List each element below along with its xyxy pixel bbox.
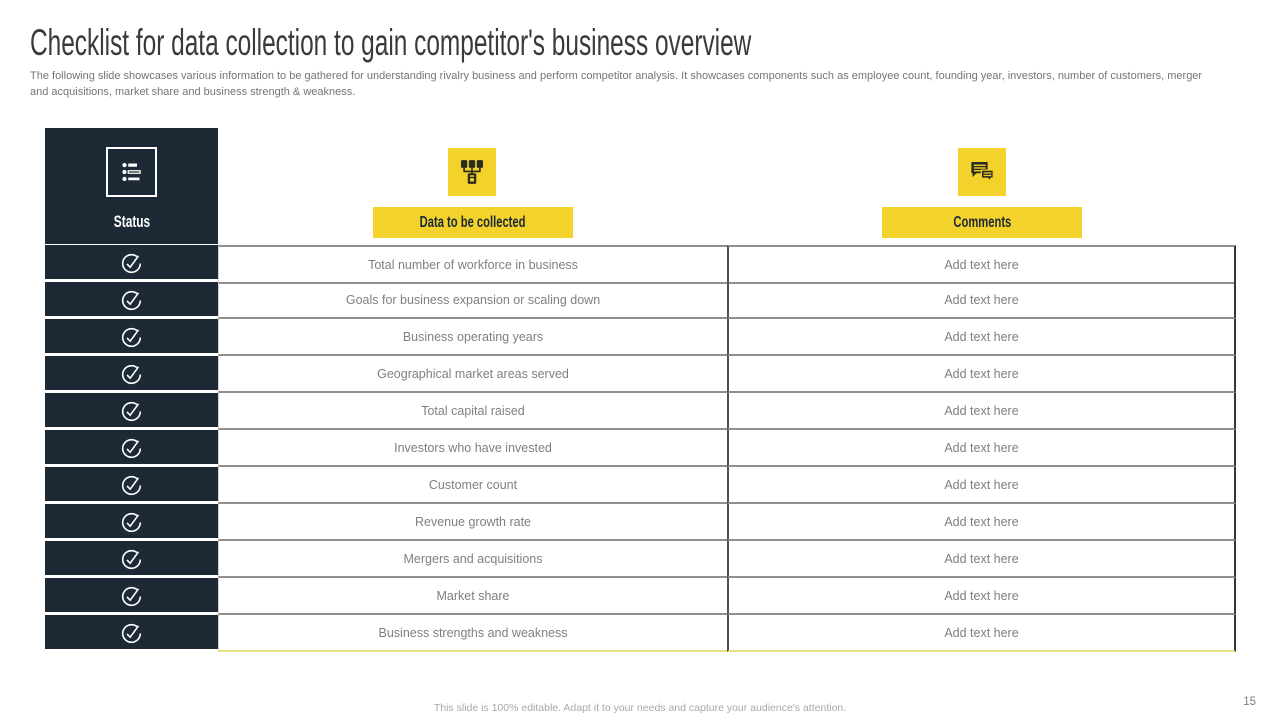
status-cell <box>45 615 218 652</box>
check-circle-icon <box>121 549 142 569</box>
status-cell <box>45 578 218 615</box>
check-circle-icon <box>121 290 142 310</box>
status-cell <box>45 356 218 393</box>
comment-cell[interactable]: Add text here <box>727 319 1236 356</box>
comment-cell[interactable]: Add text here <box>727 467 1236 504</box>
data-item-cell: Business strengths and weakness <box>218 615 727 652</box>
comment-cell[interactable]: Add text here <box>727 430 1236 467</box>
status-cell <box>45 541 218 578</box>
chat-bubbles-icon <box>958 148 1006 196</box>
data-collection-icon <box>448 148 496 196</box>
table-rows: Total number of workforce in business Ad… <box>45 245 1236 652</box>
check-circle-icon <box>121 623 142 643</box>
status-header-label: Status <box>113 212 150 231</box>
check-circle-icon <box>121 327 142 347</box>
table-row: Mergers and acquisitions Add text here <box>45 541 1236 578</box>
status-cell <box>45 430 218 467</box>
check-circle-icon <box>121 475 142 495</box>
check-circle-icon <box>121 438 142 458</box>
status-cell <box>45 245 218 282</box>
status-cell <box>45 467 218 504</box>
data-item-cell: Total capital raised <box>218 393 727 430</box>
comment-cell[interactable]: Add text here <box>727 393 1236 430</box>
data-column-header: Data to be collected <box>373 207 573 238</box>
table-row: Total number of workforce in business Ad… <box>45 245 1236 284</box>
comments-column-header: Comments <box>882 207 1082 238</box>
page-number: 15 <box>1243 696 1256 708</box>
checklist-table: Status <box>45 128 1236 656</box>
table-row: Investors who have invested Add text her… <box>45 430 1236 467</box>
data-item-cell: Market share <box>218 578 727 615</box>
status-cell <box>45 319 218 356</box>
status-cell <box>45 504 218 541</box>
page-title-text: Checklist for data collection to gain co… <box>30 22 752 63</box>
comment-cell[interactable]: Add text here <box>727 504 1236 541</box>
check-circle-icon <box>121 401 142 421</box>
comment-cell[interactable]: Add text here <box>727 356 1236 393</box>
data-item-cell: Investors who have invested <box>218 430 727 467</box>
comment-cell[interactable]: Add text here <box>727 541 1236 578</box>
table-row: Market share Add text here <box>45 578 1236 615</box>
slide-footer-note: This slide is 100% editable. Adapt it to… <box>433 702 847 714</box>
checklist-icon <box>106 147 157 197</box>
data-item-cell: Mergers and acquisitions <box>218 541 727 578</box>
comments-header-label: Comments <box>953 213 1011 231</box>
data-item-cell: Goals for business expansion or scaling … <box>218 282 727 319</box>
table-row: Business strengths and weakness Add text… <box>45 615 1236 652</box>
data-header-label: Data to be collected <box>420 213 526 231</box>
page-title: Checklist for data collection to gain co… <box>30 22 1123 64</box>
status-column-header: Status <box>45 128 218 244</box>
table-row: Business operating years Add text here <box>45 319 1236 356</box>
data-item-cell: Total number of workforce in business <box>218 245 727 284</box>
table-row: Customer count Add text here <box>45 467 1236 504</box>
comment-cell[interactable]: Add text here <box>727 615 1236 652</box>
check-circle-icon <box>121 586 142 606</box>
slide-subtitle: The following slide showcases various in… <box>30 70 1203 98</box>
check-circle-icon <box>121 253 142 273</box>
data-item-cell: Geographical market areas served <box>218 356 727 393</box>
table-row: Total capital raised Add text here <box>45 393 1236 430</box>
table-row: Revenue growth rate Add text here <box>45 504 1236 541</box>
check-circle-icon <box>121 364 142 384</box>
comment-cell[interactable]: Add text here <box>727 282 1236 319</box>
status-cell <box>45 393 218 430</box>
data-item-cell: Revenue growth rate <box>218 504 727 541</box>
data-item-cell: Business operating years <box>218 319 727 356</box>
data-item-cell: Customer count <box>218 467 727 504</box>
table-row: Goals for business expansion or scaling … <box>45 282 1236 319</box>
check-circle-icon <box>121 512 142 532</box>
comment-cell[interactable]: Add text here <box>727 578 1236 615</box>
comment-cell[interactable]: Add text here <box>727 245 1236 284</box>
status-cell <box>45 282 218 319</box>
table-row: Geographical market areas served Add tex… <box>45 356 1236 393</box>
